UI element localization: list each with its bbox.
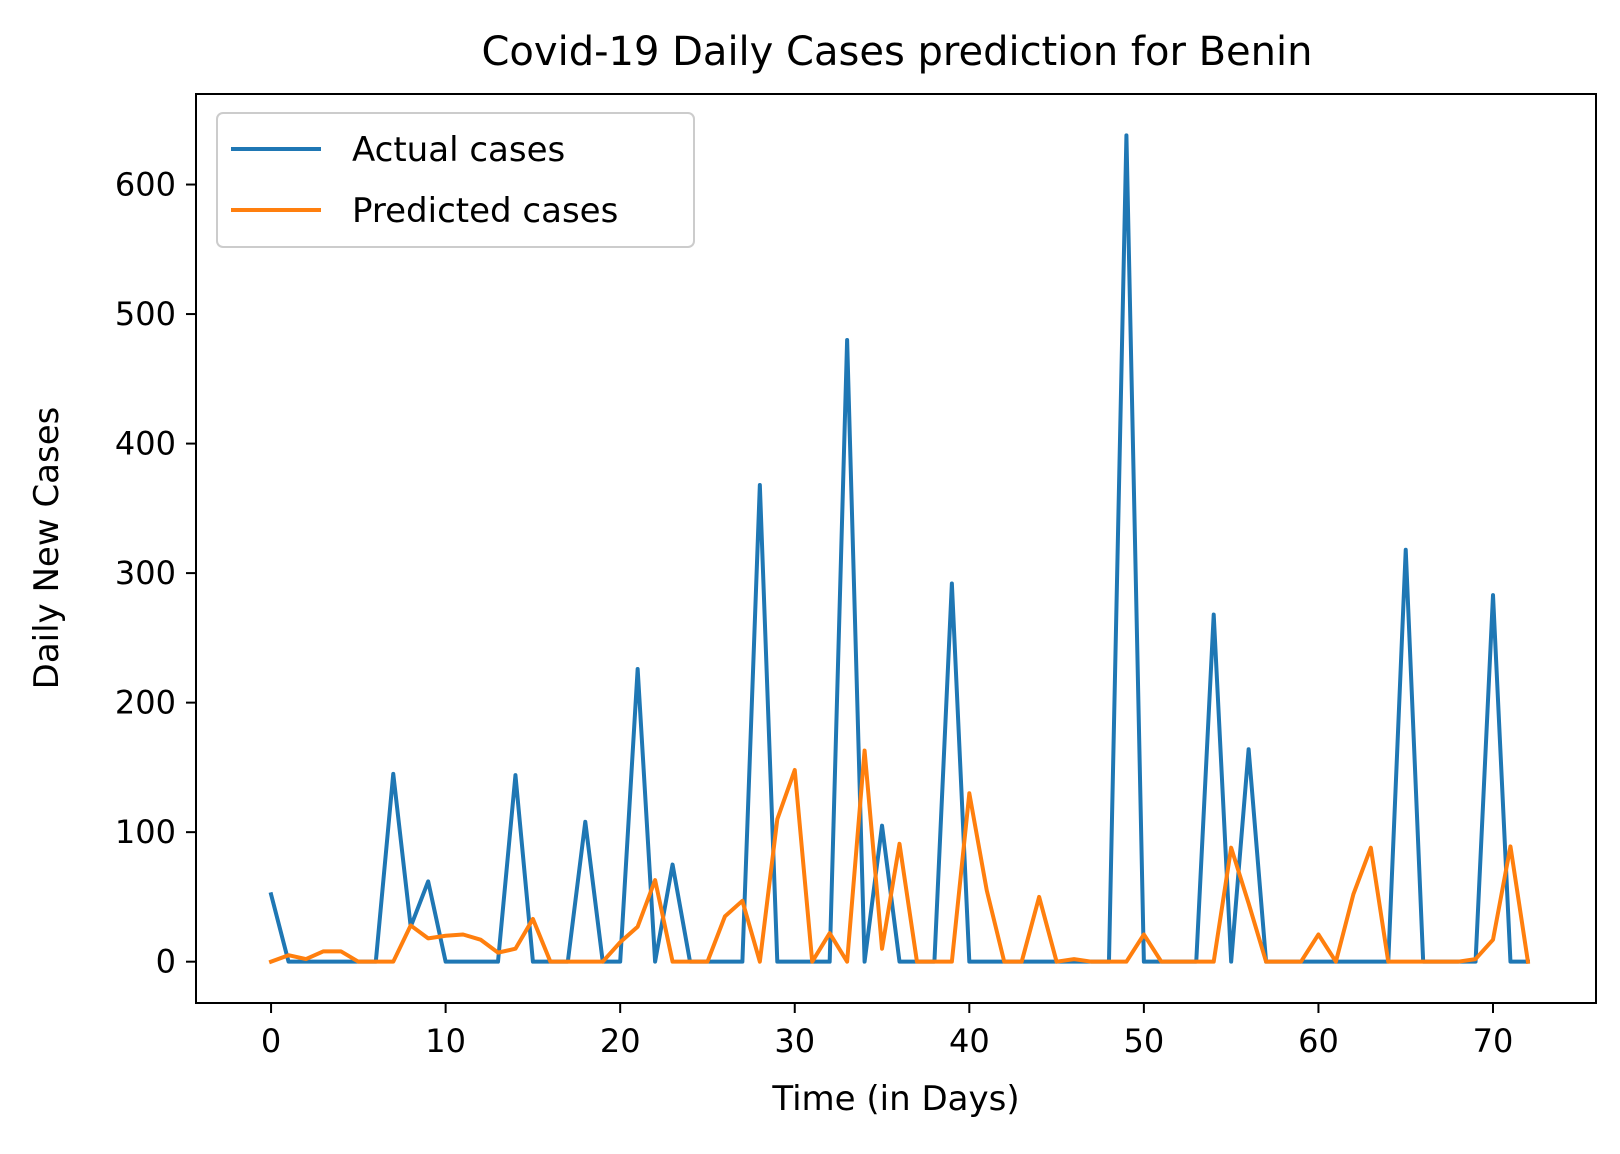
- legend-label: Actual cases: [352, 130, 565, 170]
- chart-title: Covid-19 Daily Cases prediction for Beni…: [482, 29, 1313, 75]
- legend-box: [216, 112, 695, 248]
- y-tick-label: 300: [115, 554, 176, 592]
- y-tick-label: 200: [115, 684, 176, 722]
- x-tick-label: 60: [1298, 1022, 1339, 1060]
- x-axis-label: Time (in Days): [771, 1079, 1019, 1119]
- x-axis: 0 10 20 30 40 50 60 70: [261, 1003, 1513, 1060]
- series-group: [268, 133, 1531, 965]
- y-tick-label: 600: [115, 166, 176, 204]
- x-tick-label: 40: [949, 1022, 990, 1060]
- x-tick-label: 50: [1124, 1022, 1165, 1060]
- x-tick-label: 0: [261, 1022, 281, 1060]
- x-tick-label: 70: [1473, 1022, 1514, 1060]
- y-tick-label: 100: [115, 813, 176, 851]
- series-line-predicted: [268, 748, 1531, 965]
- x-tick-label: 30: [774, 1022, 815, 1060]
- y-tick-label: 500: [115, 295, 176, 333]
- legend-label: Predicted cases: [352, 191, 618, 231]
- y-tick-label: 400: [115, 425, 176, 463]
- legend: Actual cases Predicted cases: [216, 112, 695, 248]
- plot-area: [195, 93, 1597, 1004]
- y-axis-label: Daily New Cases: [27, 407, 67, 690]
- axes-frame: [195, 93, 1597, 1004]
- y-tick-label: 0: [156, 943, 176, 981]
- x-tick-label: 10: [425, 1022, 466, 1060]
- series-line-actual: [268, 133, 1530, 964]
- y-axis: 0 100 200 300 400 500 600: [115, 166, 196, 981]
- x-tick-label: 20: [600, 1022, 641, 1060]
